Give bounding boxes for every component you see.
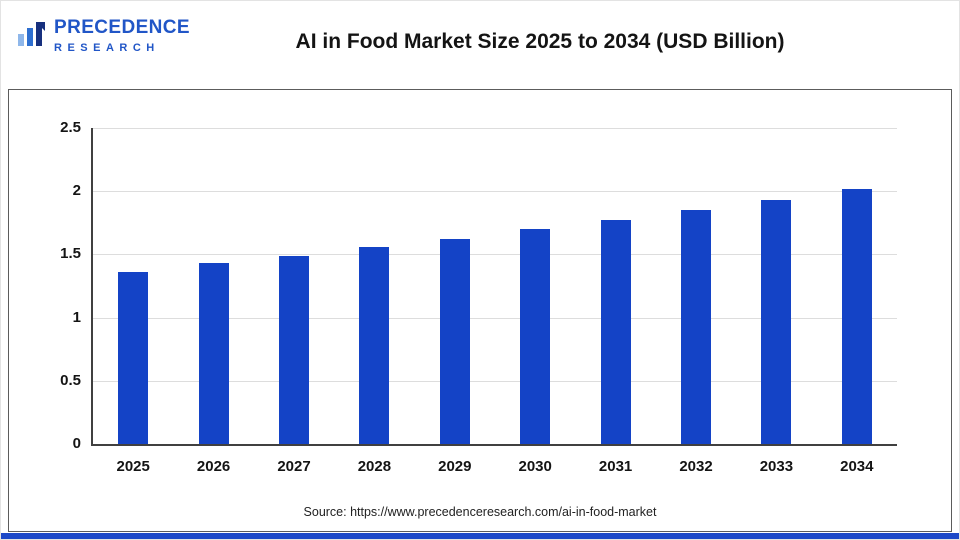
x-axis-label-2028: 2028 — [357, 458, 392, 475]
gridline-1 — [93, 317, 897, 319]
logo-wordmark: PRECEDENCE — [54, 17, 190, 38]
bar-2026 — [198, 263, 229, 444]
bar-2028 — [359, 246, 390, 444]
y-axis-tick-0: 0 — [72, 435, 81, 452]
bar-2033 — [761, 200, 792, 444]
chart-panel: 0 0.5 1 1.5 2 2.5 2025 2026 2027 2028 2029 2030 2031… — [8, 89, 952, 532]
y-axis-tick-2: 2 — [72, 182, 81, 200]
bar-2025 — [118, 272, 149, 444]
logo-bars-icon — [17, 19, 47, 54]
header: PRECEDENCE RESEARCH AI in Food Market Si… — [1, 1, 959, 89]
source-note: Source: https://www.precedenceresearch.c… — [303, 505, 657, 519]
y-axis-tick-1.5: 1.5 — [60, 245, 81, 263]
x-axis-label-2032: 2032 — [679, 458, 713, 475]
page-title: AI in Food Market Size 2025 to 2034 (USD… — [295, 30, 785, 53]
x-axis-label-2025: 2025 — [116, 458, 150, 475]
x-axis-label-2034: 2034 — [840, 458, 874, 475]
logo-text: PRECEDENCE RESEARCH — [54, 17, 190, 54]
bar-2034 — [841, 188, 872, 444]
gridline-2.5 — [93, 128, 897, 129]
bar-2027 — [279, 255, 309, 444]
bar-2032 — [681, 210, 711, 444]
precedence-research-logo: PRECEDENCE RESEARCH — [17, 17, 190, 54]
y-axis-tick-1: 1 — [72, 308, 81, 326]
y-axis-tick-0.5: 0.5 — [60, 371, 81, 389]
y-axis-tick-2.5: 2.5 — [60, 119, 81, 136]
bar-2031 — [600, 220, 631, 444]
gridline-0.5 — [93, 380, 897, 382]
x-axis-label-2026: 2026 — [196, 458, 231, 475]
gridline-2 — [93, 191, 897, 193]
x-axis-label-2029: 2029 — [438, 458, 472, 475]
x-axis-label-2030: 2030 — [518, 458, 552, 475]
x-axis-label-2033: 2033 — [759, 458, 794, 475]
gridline-1.5 — [93, 254, 897, 256]
bar-2029 — [439, 239, 470, 444]
x-axis-label-2027: 2027 — [277, 458, 311, 475]
plot-area: 0 0.5 1 1.5 2 2.5 2025 2026 2027 2028 2029 2030 2031… — [60, 119, 897, 475]
bar-2030 — [520, 229, 551, 444]
logo-subtitle: RESEARCH — [54, 42, 160, 54]
x-axis-label-2031: 2031 — [598, 458, 633, 475]
bottom-accent-strip — [1, 533, 959, 539]
